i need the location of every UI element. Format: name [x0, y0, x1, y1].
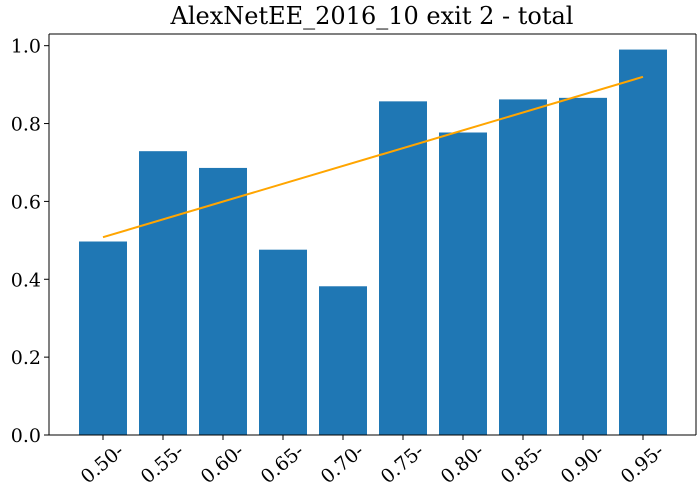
- x-tick-label: 0.95-: [617, 440, 668, 488]
- x-tick-label: 0.60-: [197, 440, 248, 488]
- x-tick-label: 0.90-: [557, 440, 608, 488]
- x-tick-label: 0.70-: [317, 440, 368, 488]
- bar-050: [79, 241, 127, 435]
- bar-065: [259, 249, 307, 435]
- trend-line: [102, 75, 644, 239]
- x-tick-label: 0.55-: [137, 440, 188, 488]
- y-tick-label: 0.0: [11, 425, 41, 447]
- x-tick-label: 0.50-: [77, 440, 128, 488]
- bar-070: [319, 286, 367, 435]
- x-tick-label: 0.80-: [437, 440, 488, 488]
- y-tick-label: 0.2: [11, 347, 41, 369]
- bar-055: [139, 151, 187, 436]
- bar-090: [559, 97, 607, 435]
- bar-080: [439, 132, 487, 436]
- bar-075: [379, 101, 427, 436]
- y-tick-label: 0.8: [11, 114, 41, 136]
- y-ticks: 0.0 0.2 0.4 0.6 0.8 1.0: [11, 36, 49, 447]
- bar-085: [499, 99, 547, 435]
- bars-group: [79, 49, 667, 436]
- y-tick-label: 0.4: [11, 269, 41, 291]
- chart-title: AlexNetEE_2016_10 exit 2 - total: [170, 2, 574, 30]
- x-tick-label: 0.85-: [497, 440, 548, 488]
- x-tick-label: 0.75-: [377, 440, 428, 488]
- bar-060: [199, 167, 247, 435]
- bar-095: [619, 49, 667, 435]
- x-tick-label: 0.65-: [257, 440, 308, 488]
- x-ticks: 0.50- 0.55- 0.60- 0.65- 0.70- 0.75- 0.80- 0.85-…: [77, 435, 668, 488]
- y-tick-label: 1.0: [11, 36, 41, 58]
- y-tick-label: 0.6: [11, 191, 41, 213]
- axes-group: [48, 33, 697, 436]
